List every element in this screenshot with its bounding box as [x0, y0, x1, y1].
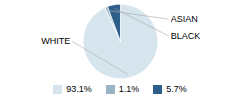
svg-text:BLACK: BLACK	[171, 31, 201, 41]
svg-text:ASIAN: ASIAN	[171, 14, 198, 24]
svg-text:WHITE: WHITE	[41, 36, 70, 46]
html-text:1.1%: 1.1%	[118, 84, 140, 94]
html-text:93.1%: 93.1%	[66, 84, 92, 94]
html-text:5.7%: 5.7%	[166, 84, 187, 94]
